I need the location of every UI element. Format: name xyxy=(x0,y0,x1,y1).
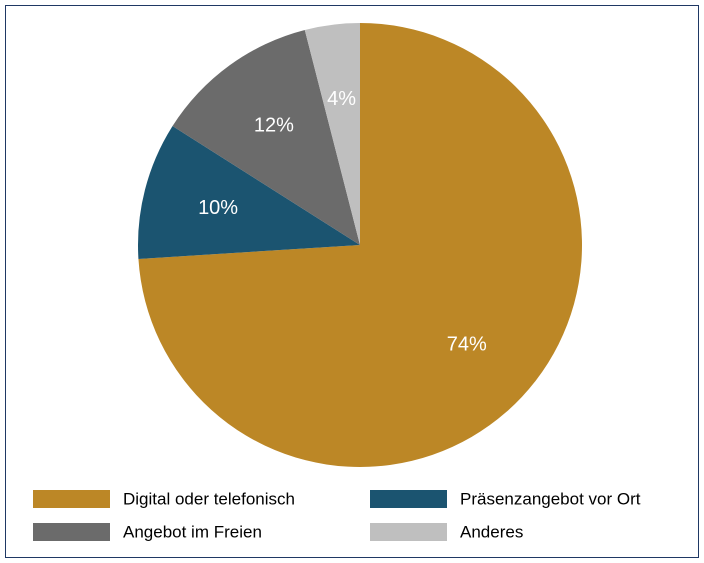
slice-label: 4% xyxy=(327,88,356,110)
legend-swatch xyxy=(370,523,447,541)
legend-label: Präsenzangebot vor Ort xyxy=(460,489,641,508)
legend-label: Angebot im Freien xyxy=(123,522,262,541)
slice-label: 12% xyxy=(254,115,294,137)
pie-slice xyxy=(304,23,360,245)
pie-slice xyxy=(138,23,583,467)
pie-slice xyxy=(138,126,360,259)
slice-label: 10% xyxy=(198,197,238,219)
legend-swatch xyxy=(33,490,110,508)
legend-label: Digital oder telefonisch xyxy=(123,489,295,508)
slice-label: 74% xyxy=(447,334,487,356)
pie-slice xyxy=(172,29,360,246)
legend-swatch xyxy=(370,490,447,508)
legend-label: Anderes xyxy=(460,522,523,541)
legend-swatch xyxy=(33,523,110,541)
